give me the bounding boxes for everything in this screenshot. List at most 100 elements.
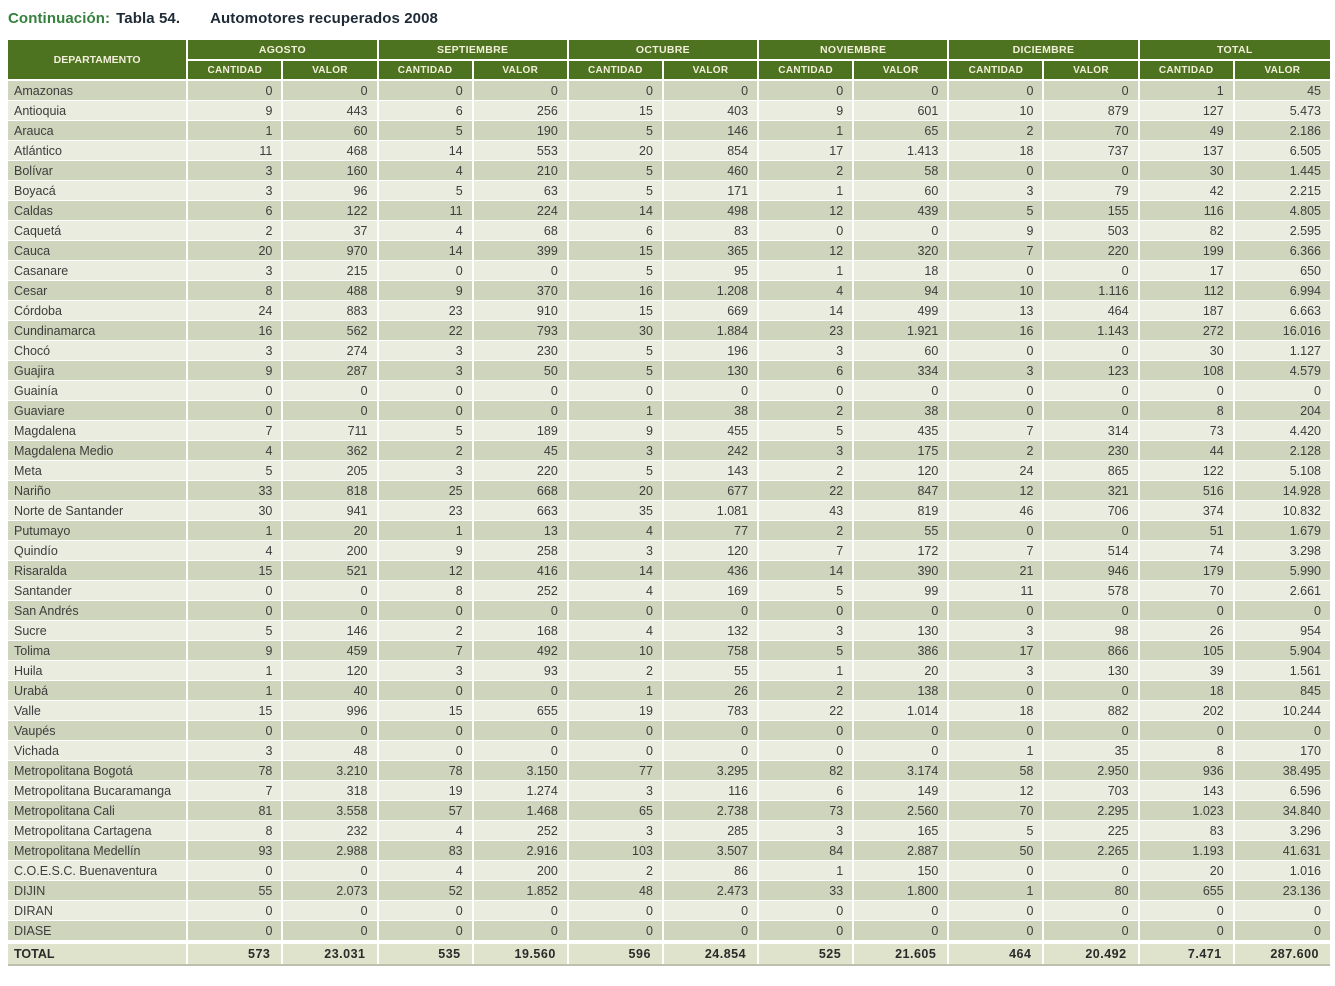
table-cell: 503 <box>1044 221 1140 241</box>
table-cell: 48 <box>283 741 379 761</box>
table-row: DIASE 0 0 0 0 0 0 0 0 0 0 0 0 <box>8 921 1330 941</box>
table-cell: 10.832 <box>1234 501 1330 521</box>
table-cell: 5 <box>949 821 1045 841</box>
table-cell: 0 <box>854 81 950 101</box>
table-cell: 655 <box>1139 881 1235 901</box>
table-cell: 0 <box>759 921 855 941</box>
row-label: Quindío <box>8 541 189 561</box>
row-label: Atlántico <box>8 141 189 161</box>
table-cell: 11 <box>949 581 1045 601</box>
table-cell: 3 <box>188 341 284 361</box>
table-cell: 0 <box>759 81 855 101</box>
table-cell: 3.558 <box>283 801 379 821</box>
table-cell: 3.174 <box>854 761 950 781</box>
table-cell: 18 <box>949 701 1045 721</box>
table-cell: 9 <box>568 421 664 441</box>
row-label: Arauca <box>8 121 189 141</box>
table-cell: 4.579 <box>1234 361 1330 381</box>
table-cell: 82 <box>1139 221 1235 241</box>
table-cell: 711 <box>283 421 379 441</box>
table-cell: 706 <box>1044 501 1140 521</box>
table-cell: 996 <box>283 701 379 721</box>
col-sub-diciembre-cantidad: CANTIDAD <box>949 61 1045 81</box>
table-cell: 0 <box>378 601 474 621</box>
table-cell: 5 <box>568 121 664 141</box>
table-cell: 4 <box>188 441 284 461</box>
table-cell: 5.108 <box>1234 461 1330 481</box>
table-cell: 3.507 <box>663 841 760 861</box>
col-group-agosto: AGOSTO <box>188 40 379 61</box>
row-label: Casanare <box>8 261 189 281</box>
table-cell: 26 <box>663 681 760 701</box>
table-cell: 51 <box>1139 521 1235 541</box>
table-cell: 230 <box>1044 441 1140 461</box>
table-cell: 44 <box>1139 441 1235 461</box>
table-cell: 416 <box>473 561 569 581</box>
table-cell: 1.884 <box>663 321 760 341</box>
col-group-total: TOTAL <box>1139 40 1330 61</box>
table-cell: 847 <box>854 481 950 501</box>
table-cell: 882 <box>1044 701 1140 721</box>
table-cell: 2 <box>568 661 664 681</box>
table-cell: 0 <box>854 721 950 741</box>
table-cell: 220 <box>1044 241 1140 261</box>
table-cell: 30 <box>1139 341 1235 361</box>
table-cell: 2.128 <box>1234 441 1330 461</box>
table-cell: 171 <box>663 181 760 201</box>
table-cell: 99 <box>854 581 950 601</box>
table-cell: 403 <box>663 101 760 121</box>
row-label: Cauca <box>8 241 189 261</box>
table-cell: 38 <box>854 401 950 421</box>
table-cell: 43 <box>759 501 855 521</box>
row-label: C.O.E.S.C. Buenaventura <box>8 861 189 881</box>
table-cell: 562 <box>283 321 379 341</box>
table-cell: 0 <box>188 601 284 621</box>
table-row: Valle 15 996 15 655 19 783 22 1.014 18 882 202 10.24… <box>8 701 1330 721</box>
table-cell: 73 <box>759 801 855 821</box>
table-cell: 3 <box>949 661 1045 681</box>
table-cell: 189 <box>473 421 569 441</box>
table-cell: 573 <box>188 941 284 964</box>
table-cell: 5 <box>568 461 664 481</box>
table-cell: 374 <box>1139 501 1235 521</box>
table-row: Casanare 3 215 0 0 5 95 1 18 0 0 17 650 <box>8 261 1330 281</box>
row-label: Huila <box>8 661 189 681</box>
table-cell: 0 <box>473 741 569 761</box>
table-cell: 2.473 <box>663 881 760 901</box>
table-cell: 94 <box>854 281 950 301</box>
table-cell: 60 <box>854 181 950 201</box>
table-cell: 9 <box>188 361 284 381</box>
table-cell: 386 <box>854 641 950 661</box>
table-cell: 0 <box>378 261 474 281</box>
table-cell: 793 <box>473 321 569 341</box>
table-row: Meta 5 205 3 220 5 143 2 120 24 865 122 5.108 <box>8 461 1330 481</box>
table-cell: 0 <box>949 161 1045 181</box>
table-cell: 130 <box>854 621 950 641</box>
table-cell: 168 <box>473 621 569 641</box>
table-row: DIRAN 0 0 0 0 0 0 0 0 0 0 0 0 <box>8 901 1330 921</box>
title-continuation-label: Continuación: <box>8 10 111 27</box>
col-sub-septiembre-cantidad: CANTIDAD <box>378 61 474 81</box>
table-cell: 5 <box>568 261 664 281</box>
table-cell: 3 <box>949 181 1045 201</box>
table-cell: 0 <box>568 81 664 101</box>
table-cell: 35 <box>1044 741 1140 761</box>
table-cell: 0 <box>473 81 569 101</box>
table-cell: 40 <box>283 681 379 701</box>
table-cell: 46 <box>949 501 1045 521</box>
table-cell: 3 <box>949 621 1045 641</box>
table-cell: 0 <box>1044 601 1140 621</box>
table-cell: 0 <box>188 901 284 921</box>
table-cell: 11 <box>188 141 284 161</box>
table-cell: 252 <box>473 581 569 601</box>
table-cell: 78 <box>188 761 284 781</box>
table-cell: 0 <box>283 861 379 881</box>
table-cell: 16 <box>568 281 664 301</box>
table-row: Guainía 0 0 0 0 0 0 0 0 0 0 0 0 <box>8 381 1330 401</box>
table-row: Risaralda 15 521 12 416 14 436 14 390 21 946 179 5.9… <box>8 561 1330 581</box>
table-cell: 6.994 <box>1234 281 1330 301</box>
table-cell: 5 <box>188 621 284 641</box>
table-cell: 655 <box>473 701 569 721</box>
table-cell: 0 <box>663 81 760 101</box>
table-cell: 287 <box>283 361 379 381</box>
